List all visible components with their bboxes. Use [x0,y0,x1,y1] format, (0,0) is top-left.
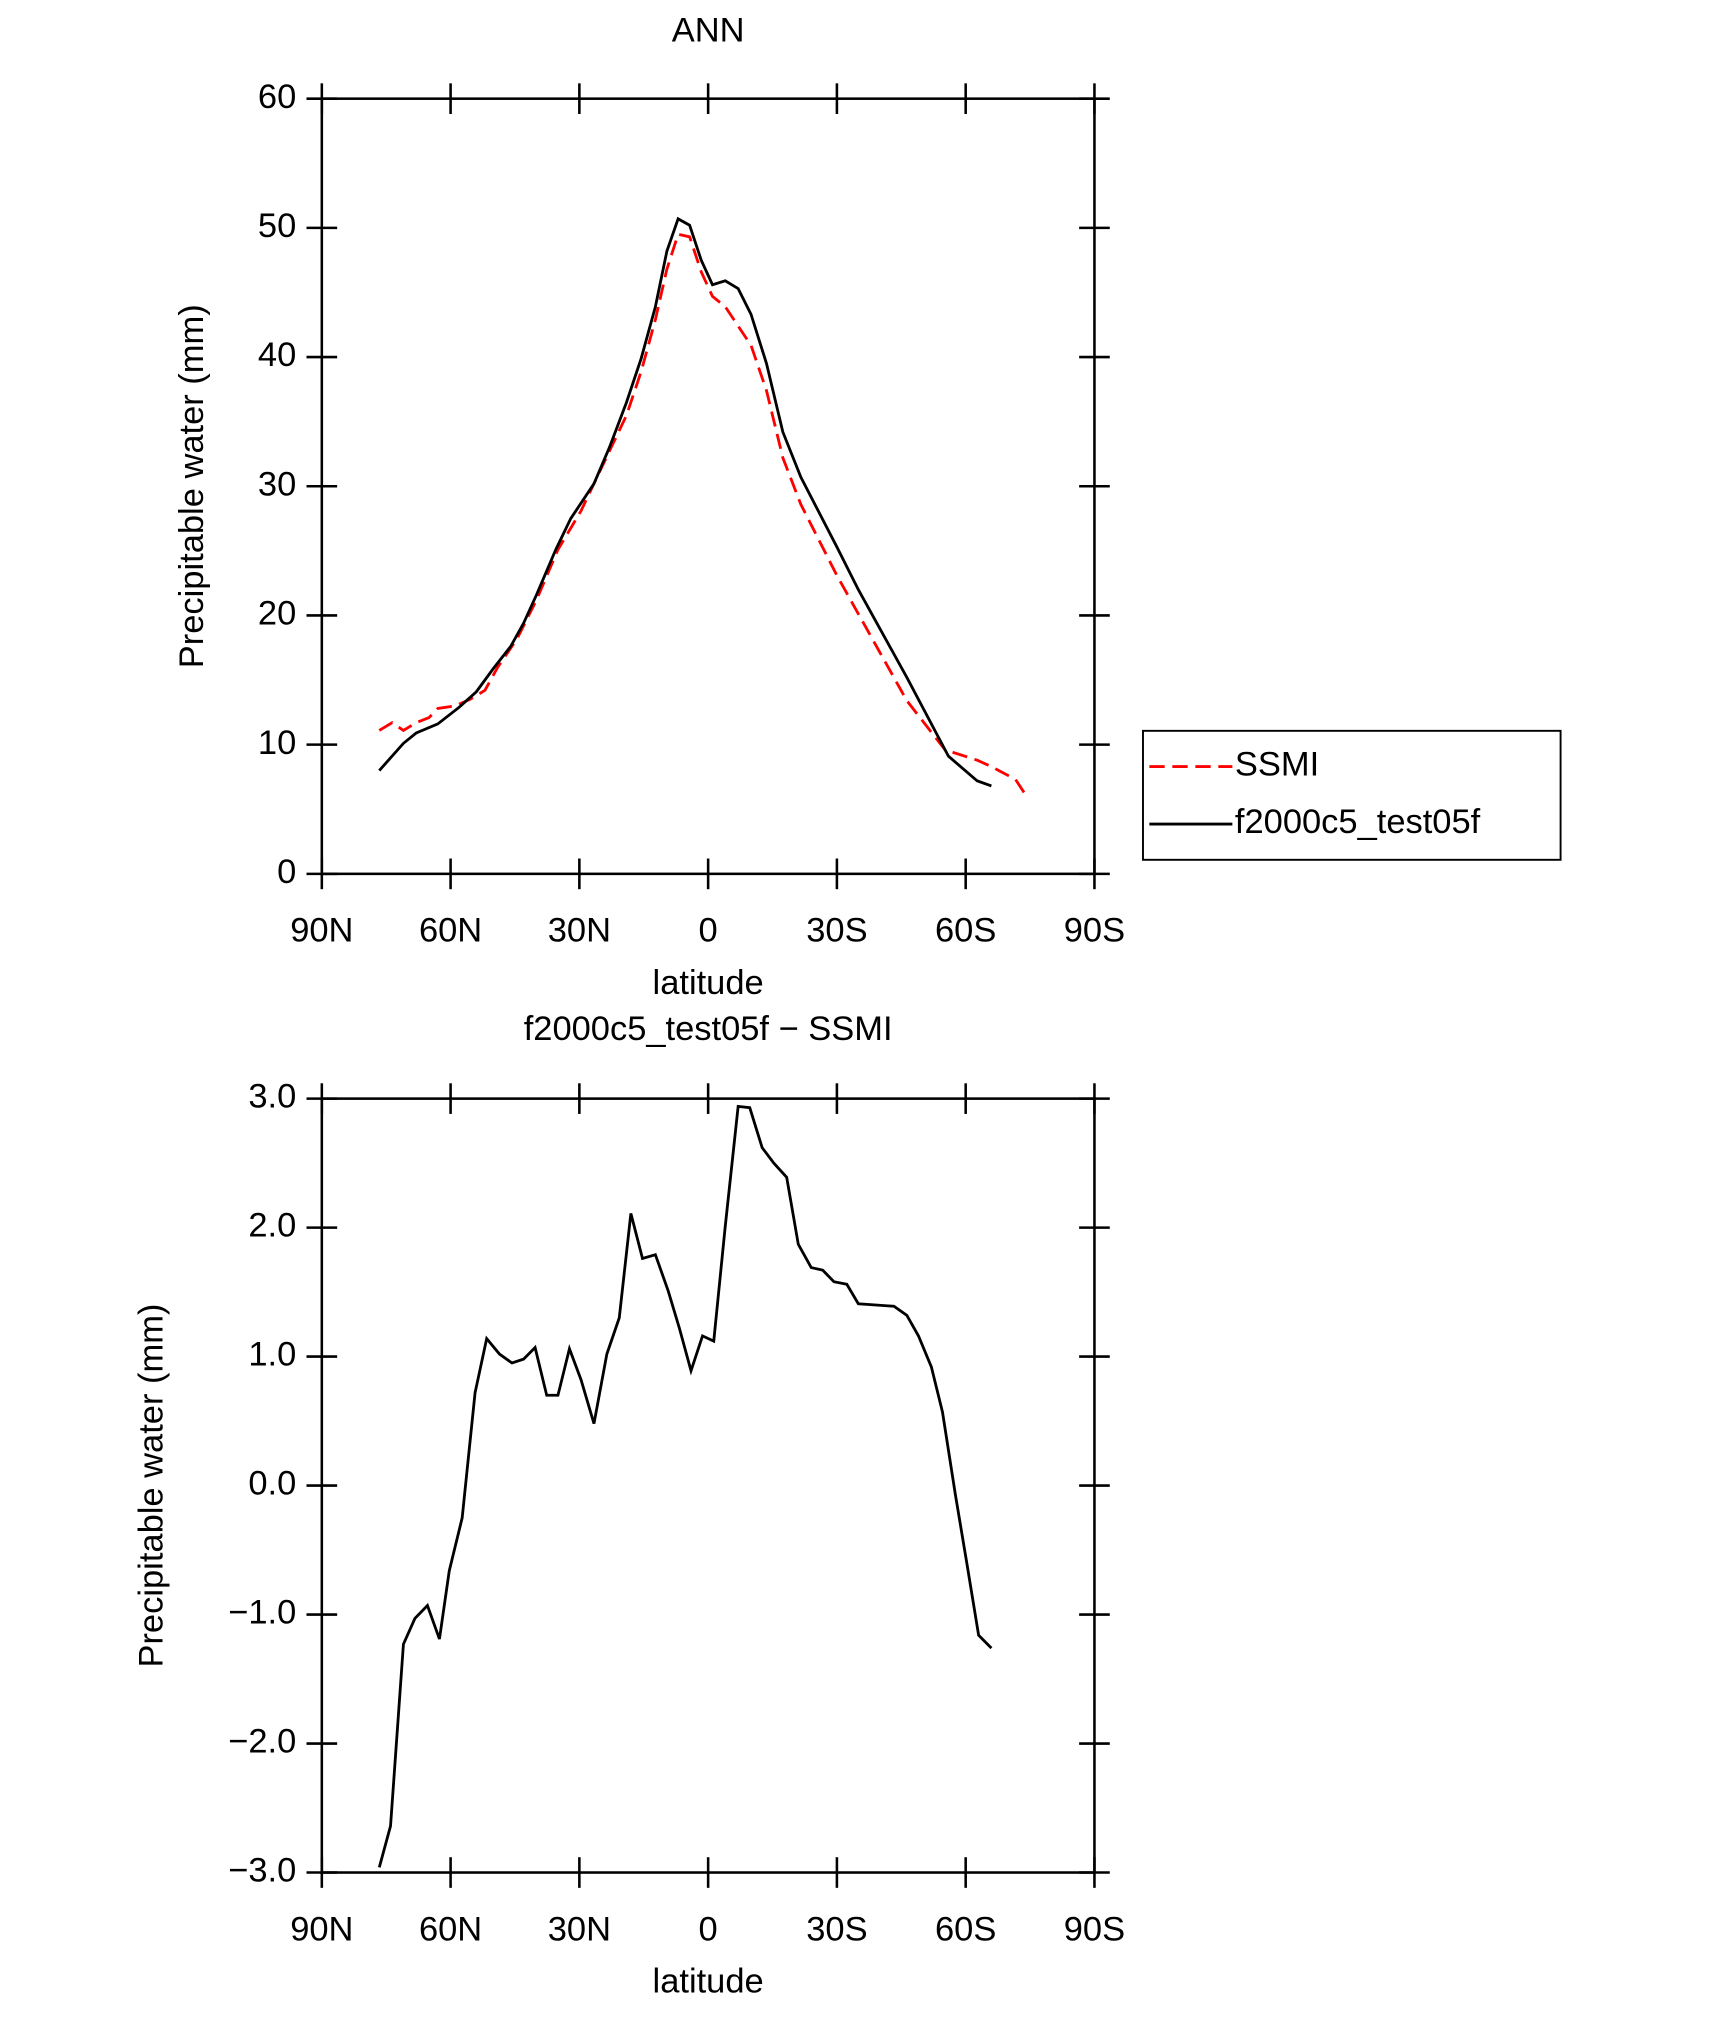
x-axis-label: latitude [653,1963,764,2001]
x-tick-label: 60S [935,912,996,950]
x-tick-label: 0 [699,912,718,950]
x-tick-label: 30N [548,1910,611,1948]
x-tick-label: 90S [1064,912,1125,950]
y-tick-label: 30 [258,465,296,503]
x-tick-label: 90N [290,912,353,950]
y-tick-label: 1.0 [248,1336,296,1374]
chart-title: f2000c5_test05f − SSMI [524,1010,893,1048]
x-tick-label: 30N [548,912,611,950]
y-tick-label: 40 [258,336,296,374]
y-tick-label: 10 [258,724,296,762]
legend-box [1142,729,1562,861]
data-line [378,232,1027,796]
y-tick-label: 2.0 [248,1207,296,1245]
y-tick-label: 3.0 [248,1078,296,1116]
x-tick-label: 60S [935,1910,996,1948]
y-axis-label: Precipitable water (mm) [173,304,211,668]
x-tick-label: 30S [806,1910,867,1948]
x-tick-label: 90S [1064,1910,1125,1948]
data-line [377,1104,993,1868]
y-axis-label: Precipitable water (mm) [132,1304,170,1668]
x-axis-label: latitude [653,964,764,1002]
chart-title: ANN [672,11,745,49]
y-tick-label: −2.0 [228,1723,296,1761]
plot-frame [320,97,1096,876]
y-tick-label: −1.0 [228,1594,296,1632]
y-tick-label: 0 [277,853,296,891]
legend-label: f2000c5_test05f [1235,803,1481,841]
x-tick-label: 90N [290,1910,353,1948]
x-tick-label: 30S [806,912,867,950]
y-tick-label: 50 [258,207,296,245]
x-tick-label: 60N [419,912,482,950]
y-tick-label: 60 [258,78,296,116]
y-tick-label: −3.0 [228,1852,296,1890]
x-tick-label: 60N [419,1910,482,1948]
data-line [378,216,992,788]
x-tick-label: 0 [699,1910,718,1948]
plot-frame [320,1097,1096,1874]
legend-label: SSMI [1235,746,1319,784]
y-tick-label: 0.0 [248,1465,296,1503]
y-tick-label: 20 [258,595,296,633]
